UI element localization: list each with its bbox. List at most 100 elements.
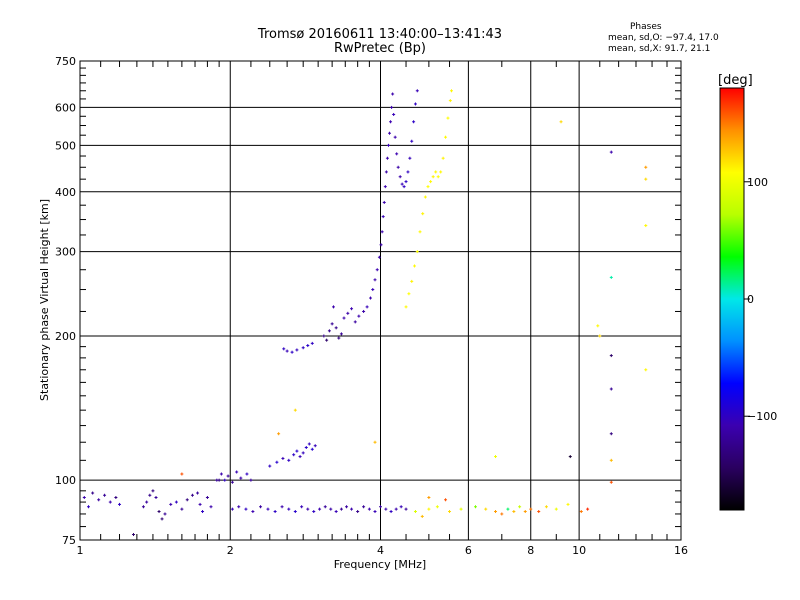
data-point [413, 510, 417, 514]
x-tick-label: 1 [77, 544, 84, 557]
data-point [357, 314, 361, 318]
data-point [185, 498, 189, 502]
data-point [245, 472, 249, 476]
data-point [346, 311, 350, 315]
data-point [345, 505, 349, 509]
data-point [494, 455, 498, 459]
data-point [295, 449, 299, 453]
data-point [180, 472, 184, 476]
data-point [449, 89, 453, 93]
colorbar-tick-label: −100 [747, 410, 777, 423]
data-point [380, 230, 384, 234]
data-point [431, 175, 435, 179]
data-point [494, 510, 498, 514]
data-point [145, 500, 149, 504]
data-point [217, 478, 221, 482]
data-point [331, 305, 335, 309]
x-tick-label: 4 [377, 544, 384, 557]
data-point [384, 507, 388, 511]
data-point [375, 268, 379, 272]
data-point [277, 432, 281, 436]
colorbar-tick-label: 0 [747, 293, 754, 306]
data-point [198, 502, 202, 506]
data-point [350, 507, 354, 511]
data-point [132, 533, 136, 537]
data-point [266, 507, 270, 511]
data-point [157, 510, 161, 514]
data-point [290, 350, 294, 354]
data-point [537, 510, 541, 514]
y-tick-label: 100 [55, 474, 76, 487]
x-tick-label: 2 [227, 544, 234, 557]
data-point [209, 505, 213, 509]
x-tick-label: 10 [572, 544, 586, 557]
colorbar: [deg] 100 0 −100 [718, 73, 777, 511]
data-point [163, 512, 167, 516]
data-point [292, 453, 296, 457]
y-tick-label: 400 [55, 186, 76, 199]
data-point [395, 152, 399, 156]
x-tick-label: 6 [465, 544, 472, 557]
data-point [334, 326, 338, 330]
data-point [205, 495, 209, 499]
data-point [523, 510, 527, 514]
data-point [644, 177, 648, 181]
data-point [82, 495, 86, 499]
data-point [151, 489, 155, 493]
data-point [91, 491, 95, 495]
data-point [408, 156, 412, 160]
chart-subtitle: RwPretec (Bp) [333, 41, 427, 56]
data-point [310, 341, 314, 345]
data-point [300, 505, 304, 509]
data-point [103, 493, 107, 497]
data-point [251, 510, 255, 514]
data-point [330, 322, 334, 326]
data-point [259, 505, 263, 509]
data-point [307, 442, 311, 446]
data-point [418, 230, 422, 234]
data-point [367, 507, 371, 511]
data-point [596, 324, 600, 328]
y-axis-label: Stationary phase Virtual Height [km] [38, 199, 51, 401]
y-tick-label: 300 [55, 246, 76, 259]
data-point [373, 278, 377, 282]
data-point [230, 507, 234, 511]
data-point [404, 180, 408, 184]
data-point [394, 507, 398, 511]
data-point [365, 305, 369, 309]
data-point [644, 368, 648, 372]
data-point [459, 507, 463, 511]
data-point [586, 507, 590, 511]
data-point [293, 510, 297, 514]
y-tick-label: 200 [55, 330, 76, 343]
data-point [412, 120, 416, 124]
data-point [420, 514, 424, 518]
data-point [382, 200, 386, 204]
data-point [334, 510, 338, 514]
data-point [108, 500, 112, 504]
data-point [196, 491, 200, 495]
data-point [446, 116, 450, 120]
data-point [390, 105, 394, 109]
data-point [389, 120, 393, 124]
data-point [306, 507, 310, 511]
data-point [384, 170, 388, 174]
data-point [439, 170, 443, 174]
data-point [169, 502, 173, 506]
y-tick-label: 75 [62, 534, 76, 547]
data-point [609, 354, 613, 358]
data-point [392, 112, 396, 116]
data-point [410, 139, 414, 143]
data-point [310, 447, 314, 451]
data-point [529, 507, 533, 511]
data-point [273, 510, 277, 514]
data-point [644, 165, 648, 169]
data-point [154, 495, 158, 499]
data-point [287, 458, 291, 462]
data-point [304, 445, 308, 449]
colorbar-gradient [719, 87, 745, 511]
data-point [337, 336, 341, 340]
phases-title: Phases [630, 22, 662, 32]
data-point [339, 507, 343, 511]
data-point [329, 507, 333, 511]
